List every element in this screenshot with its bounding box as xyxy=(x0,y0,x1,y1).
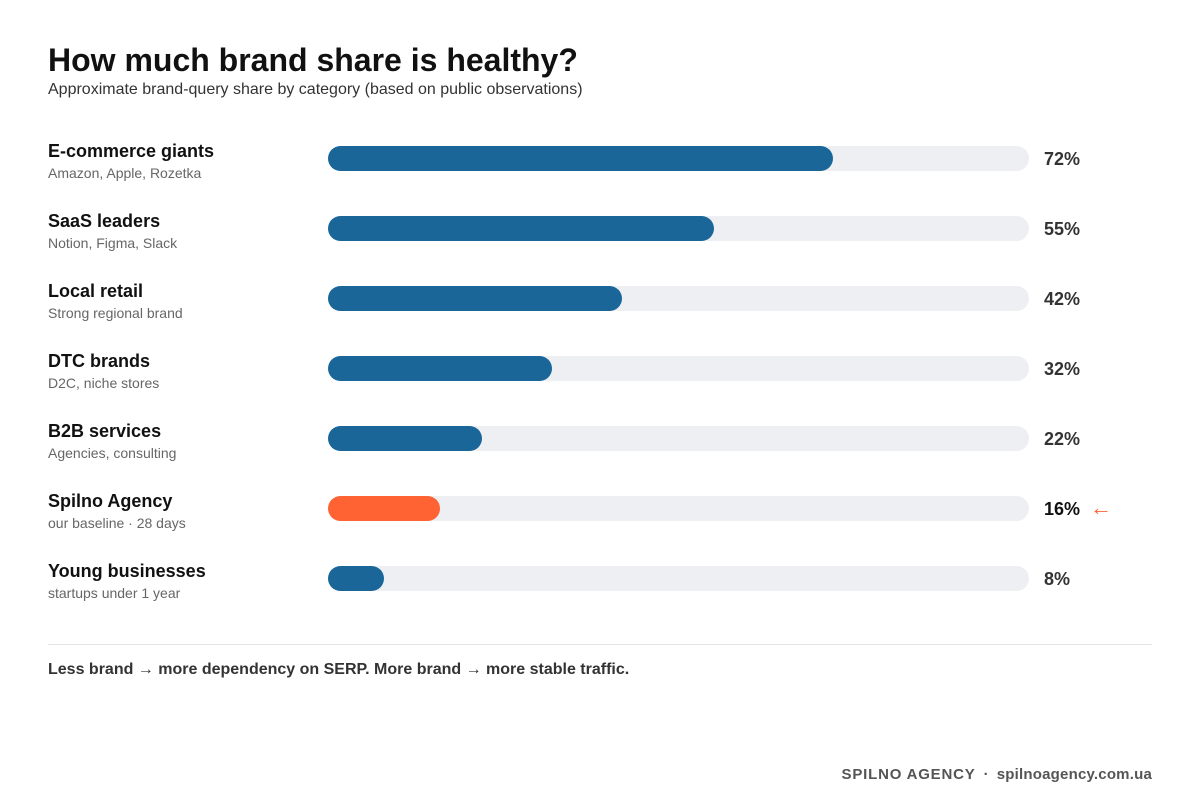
page-title: How much brand share is healthy? xyxy=(48,42,578,78)
arrow-left-icon: ← xyxy=(1090,495,1112,520)
website-link[interactable]: spilnoagency.com.ua xyxy=(996,766,1152,783)
brand-footer: SPILNO AGENCY · spilnoagency.com.ua xyxy=(842,766,1152,784)
category-sublabel: our baseline · 28 days xyxy=(48,515,186,531)
footnote: Less brand → more dependency on SERP. Mo… xyxy=(48,661,630,678)
bar-track xyxy=(328,496,1029,521)
bar-track xyxy=(328,286,1029,311)
category-label: B2B services xyxy=(48,421,162,441)
brand-name: SPILNO AGENCY xyxy=(841,766,976,783)
bar-track xyxy=(328,566,1029,591)
bar xyxy=(328,566,384,591)
category-label: DTC brands xyxy=(48,351,151,371)
category-label: Local retail xyxy=(48,281,144,301)
category-label: Spilno Agency xyxy=(48,491,173,511)
bar-row-b2b-services: B2B services Agencies, consulting 22% xyxy=(0,420,1200,480)
page-subtitle: Approximate brand-query share by categor… xyxy=(48,81,583,98)
bar-row-saas-leaders: SaaS leaders Notion, Figma, Slack 55% xyxy=(0,210,1200,270)
bar-row-spilno-agency: Spilno Agency our baseline · 28 days 16% ← xyxy=(0,490,1200,550)
value-label: 22% xyxy=(1044,429,1081,449)
bar-row-e-commerce-giants: E-commerce giants Amazon, Apple, Rozetka 7… xyxy=(0,140,1200,200)
category-sublabel: Agencies, consulting xyxy=(48,445,177,461)
bar-row-young-businesses: Young businesses startups under 1 year 8% xyxy=(0,560,1200,620)
bar-track xyxy=(328,216,1029,241)
bar xyxy=(328,216,714,241)
category-sublabel: Strong regional brand xyxy=(48,305,183,321)
category-sublabel: D2C, niche stores xyxy=(48,375,160,391)
bar-track xyxy=(328,356,1029,381)
category-sublabel: Amazon, Apple, Rozetka xyxy=(48,165,202,181)
value-label: 32% xyxy=(1044,359,1081,379)
value-label: 55% xyxy=(1044,219,1081,239)
bar xyxy=(328,286,622,311)
bar-row-local-retail: Local retail Strong regional brand 42% xyxy=(0,280,1200,340)
bar-row-dtc-brands: DTC brands D2C, niche stores 32% xyxy=(0,350,1200,410)
value-label: 42% xyxy=(1044,289,1081,309)
category-label: SaaS leaders xyxy=(48,211,161,231)
category-sublabel: Notion, Figma, Slack xyxy=(48,235,178,251)
brand-separator: · xyxy=(983,766,989,783)
footer-divider xyxy=(48,644,1152,645)
bar xyxy=(328,356,552,381)
value-label: 8% xyxy=(1044,569,1071,589)
bar-track xyxy=(328,426,1029,451)
bar xyxy=(328,426,482,451)
bar-highlight xyxy=(328,496,440,521)
value-label: 16% xyxy=(1044,499,1081,519)
bar xyxy=(328,146,833,171)
bar-track xyxy=(328,146,1029,171)
value-label: 72% xyxy=(1044,149,1081,169)
category-label: Young businesses xyxy=(48,561,206,581)
category-sublabel: startups under 1 year xyxy=(48,585,181,601)
category-label: E-commerce giants xyxy=(48,141,215,161)
